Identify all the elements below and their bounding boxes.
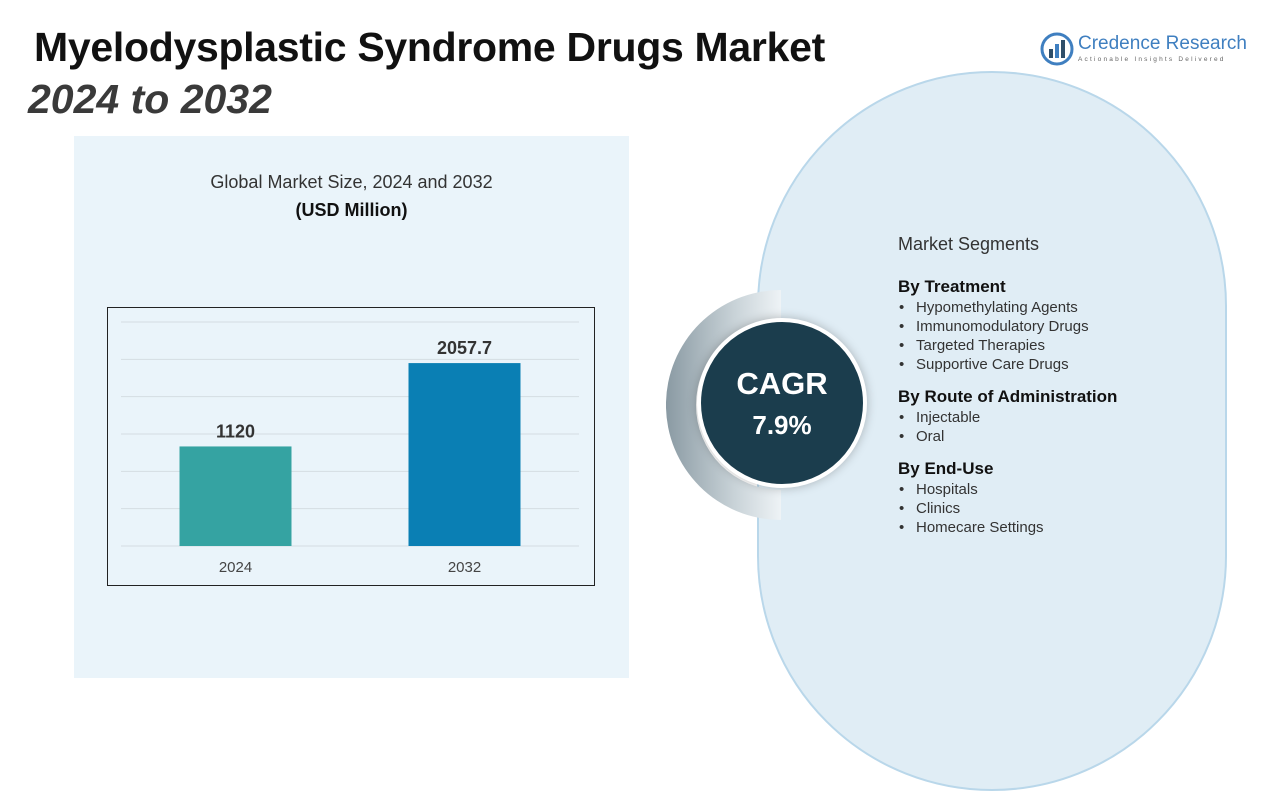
segment-item: Immunomodulatory Drugs [898, 317, 1228, 336]
cagr-label: CAGR [736, 366, 828, 401]
segment-item: Clinics [898, 499, 1228, 518]
bar-chart-logo-icon [1040, 32, 1074, 66]
bar-2024 [179, 446, 292, 546]
cagr-value: 7.9% [752, 410, 812, 440]
segment-group: By Treatment Hypomethylating AgentsImmuno… [898, 277, 1228, 374]
segment-group: By Route of Administration InjectableOral [898, 387, 1228, 446]
segment-item: Hospitals [898, 480, 1228, 499]
segment-heading: By Treatment [898, 277, 1006, 296]
segment-heading: By End-Use [898, 459, 994, 478]
chart-panel: Global Market Size, 2024 and 2032 (USD M… [74, 136, 629, 678]
segments-title: Market Segments [898, 234, 1040, 254]
market-segments: Market Segments By Treatment Hypomethylat… [898, 234, 1228, 550]
segment-list: Hypomethylating AgentsImmunomodulatory D… [898, 298, 1228, 374]
segment-groups: By Treatment Hypomethylating AgentsImmuno… [898, 277, 1228, 537]
company-logo: Credence Research Actionable Insights De… [1040, 32, 1260, 68]
cagr-arc-decoration [666, 290, 781, 520]
segment-group: By End-Use HospitalsClinicsHomecare Setti… [898, 459, 1228, 537]
chart-title: Global Market Size, 2024 and 2032 [210, 172, 493, 192]
segment-heading: By Route of Administration [898, 387, 1118, 406]
bar-2032 [408, 363, 521, 546]
page-title: Myelodysplastic Syndrome Drugs Market [34, 24, 825, 70]
cagr-badge: CAGR 7.9% [697, 318, 867, 488]
segment-item: Hypomethylating Agents [898, 298, 1228, 317]
plot-area: 1120 2024 2057.7 2032 [107, 307, 595, 586]
chart-unit: (USD Million) [295, 200, 408, 220]
segment-item: Targeted Therapies [898, 336, 1228, 355]
logo-name: Credence Research [1078, 33, 1247, 54]
segment-list: HospitalsClinicsHomecare Settings [898, 480, 1228, 537]
segment-item: Supportive Care Drugs [898, 355, 1228, 374]
data-label: 1120 [216, 421, 255, 441]
logo-tagline: Actionable Insights Delivered [1078, 56, 1226, 63]
x-tick-label: 2032 [448, 559, 481, 576]
x-tick-label: 2024 [219, 559, 252, 576]
segment-item: Homecare Settings [898, 518, 1228, 537]
segment-item: Oral [898, 427, 1228, 446]
page-subtitle: 2024 to 2032 [28, 76, 272, 122]
segment-list: InjectableOral [898, 408, 1228, 446]
bar-chart: 1120 2024 2057.7 2032 [121, 321, 579, 576]
data-label: 2057.7 [437, 338, 492, 358]
segment-item: Injectable [898, 408, 1228, 427]
